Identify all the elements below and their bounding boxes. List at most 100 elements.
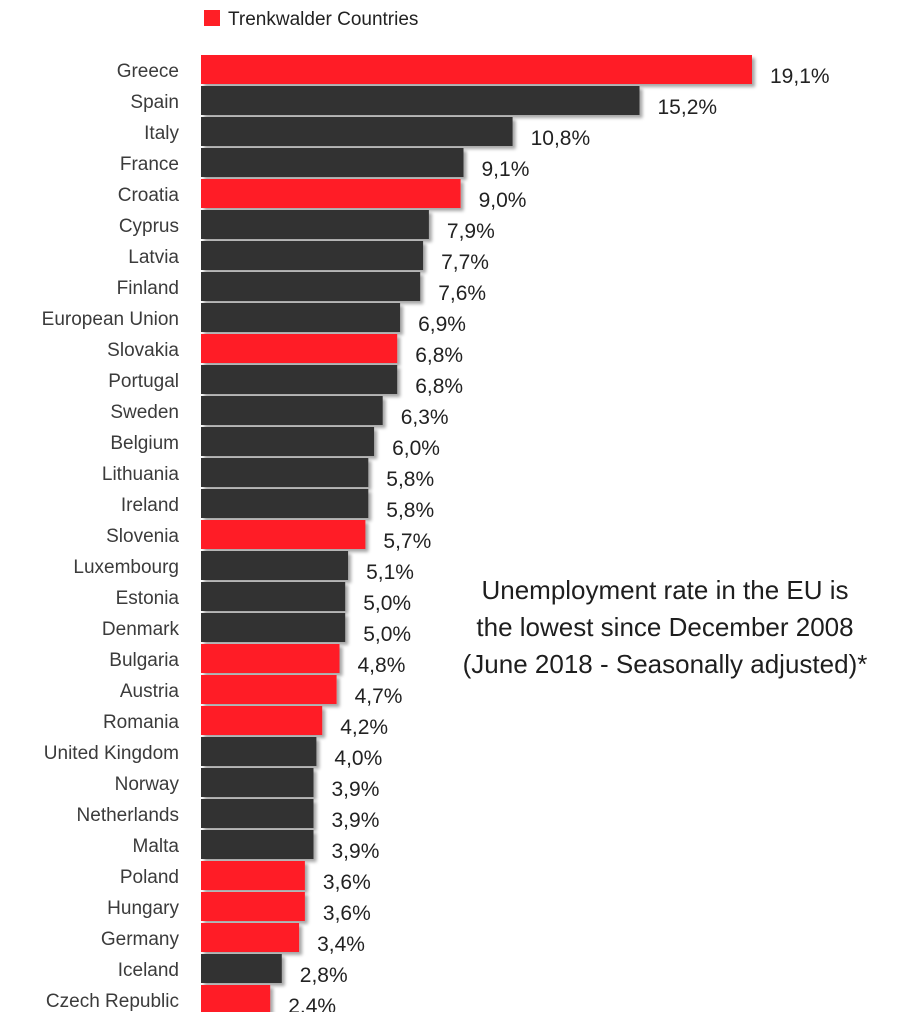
category-label: Slovenia bbox=[106, 526, 179, 547]
legend-label: Trenkwalder Countries bbox=[228, 9, 418, 30]
value-label: 6,0% bbox=[392, 437, 440, 460]
value-label: 3,9% bbox=[332, 809, 380, 832]
value-label: 5,1% bbox=[366, 561, 414, 584]
bar bbox=[201, 768, 314, 797]
bar bbox=[201, 458, 369, 487]
value-label: 2,8% bbox=[300, 964, 348, 987]
category-label: Czech Republic bbox=[46, 991, 179, 1012]
bars-group bbox=[201, 55, 752, 1012]
category-label: Austria bbox=[120, 681, 180, 702]
value-label: 6,3% bbox=[401, 406, 449, 429]
category-label: Greece bbox=[117, 61, 179, 82]
bar bbox=[201, 86, 640, 115]
bar bbox=[201, 644, 340, 673]
value-label: 4,7% bbox=[355, 685, 403, 708]
bar bbox=[201, 799, 314, 828]
category-label: United Kingdom bbox=[44, 743, 179, 764]
legend-swatch bbox=[204, 10, 220, 26]
annotation-line-2: the lowest since December 2008 bbox=[476, 612, 854, 642]
category-label: Poland bbox=[120, 867, 179, 888]
category-label: Italy bbox=[144, 123, 179, 144]
bar bbox=[201, 303, 401, 332]
value-label: 4,0% bbox=[334, 747, 382, 770]
category-label: Denmark bbox=[102, 619, 180, 640]
category-label: Latvia bbox=[128, 247, 179, 268]
category-label: Norway bbox=[115, 774, 180, 795]
bar bbox=[201, 334, 398, 363]
category-label: Luxembourg bbox=[73, 557, 179, 578]
value-label: 3,6% bbox=[323, 871, 371, 894]
bar bbox=[201, 272, 421, 301]
category-label: Germany bbox=[101, 929, 180, 950]
value-label: 10,8% bbox=[531, 127, 591, 150]
category-label: Portugal bbox=[108, 371, 179, 392]
bar bbox=[201, 737, 317, 766]
value-label: 5,7% bbox=[383, 530, 431, 553]
value-label: 6,8% bbox=[415, 344, 463, 367]
bar bbox=[201, 489, 369, 518]
category-label: Croatia bbox=[118, 185, 180, 206]
value-label: 6,9% bbox=[418, 313, 466, 336]
category-label: Hungary bbox=[107, 898, 179, 919]
bar bbox=[201, 985, 271, 1012]
value-label: 4,2% bbox=[340, 716, 388, 739]
bar bbox=[201, 861, 305, 890]
value-label: 3,9% bbox=[332, 840, 380, 863]
category-label: Finland bbox=[117, 278, 179, 299]
value-label: 5,8% bbox=[386, 499, 434, 522]
bar bbox=[201, 892, 305, 921]
bar bbox=[201, 551, 349, 580]
bar bbox=[201, 396, 383, 425]
category-label: Cyprus bbox=[119, 216, 179, 237]
category-label: Estonia bbox=[116, 588, 180, 609]
value-label: 3,6% bbox=[323, 902, 371, 925]
value-label: 5,0% bbox=[363, 623, 411, 646]
value-label: 3,4% bbox=[317, 933, 365, 956]
value-label: 9,1% bbox=[482, 158, 530, 181]
annotation-line-3: (June 2018 - Seasonally adjusted)* bbox=[462, 649, 868, 679]
value-labels: 19,1% 15,2% 10,8%9,1% 9,0% 7,9% 7,7% 7,6% 6,9% 6… bbox=[288, 65, 829, 1012]
annotation-line-1: Unemployment rate in the EU is bbox=[481, 575, 849, 605]
category-label: Spain bbox=[130, 92, 179, 113]
value-label: 5,0% bbox=[363, 592, 411, 615]
category-labels: Greece Spain Italy France Croatia Cyprus Latvi… bbox=[42, 61, 180, 1012]
category-label: Netherlands bbox=[77, 805, 179, 826]
category-label: Lithuania bbox=[102, 464, 180, 485]
bar bbox=[201, 365, 398, 394]
bar bbox=[201, 117, 513, 146]
bar bbox=[201, 830, 314, 859]
bar bbox=[201, 954, 282, 983]
category-label: Romania bbox=[103, 712, 179, 733]
value-label: 9,0% bbox=[479, 189, 527, 212]
bar bbox=[201, 582, 346, 611]
bar bbox=[201, 241, 424, 270]
category-label: Belgium bbox=[110, 433, 179, 454]
value-label: 7,6% bbox=[438, 282, 486, 305]
bar bbox=[201, 923, 300, 952]
chart-annotation: Unemployment rate in the EU is the lowes… bbox=[430, 572, 900, 683]
category-label: Malta bbox=[133, 836, 180, 857]
category-label: Slovakia bbox=[107, 340, 179, 361]
value-label: 4,8% bbox=[358, 654, 406, 677]
bar bbox=[201, 148, 464, 177]
bar bbox=[201, 210, 429, 239]
category-label: Bulgaria bbox=[109, 650, 179, 671]
bar bbox=[201, 675, 337, 704]
legend: Trenkwalder Countries bbox=[204, 9, 418, 30]
bar bbox=[201, 706, 323, 735]
category-label: Sweden bbox=[110, 402, 179, 423]
value-label: 6,8% bbox=[415, 375, 463, 398]
category-label: Ireland bbox=[121, 495, 179, 516]
value-label: 3,9% bbox=[332, 778, 380, 801]
category-label: France bbox=[120, 154, 179, 175]
value-label: 7,7% bbox=[441, 251, 489, 274]
bar bbox=[201, 613, 346, 642]
bar bbox=[201, 55, 752, 84]
value-label: 2,4% bbox=[288, 995, 336, 1012]
bar bbox=[201, 427, 375, 456]
value-label: 19,1% bbox=[770, 65, 830, 88]
category-label: European Union bbox=[42, 309, 179, 330]
bar bbox=[201, 520, 366, 549]
value-label: 15,2% bbox=[658, 96, 718, 119]
